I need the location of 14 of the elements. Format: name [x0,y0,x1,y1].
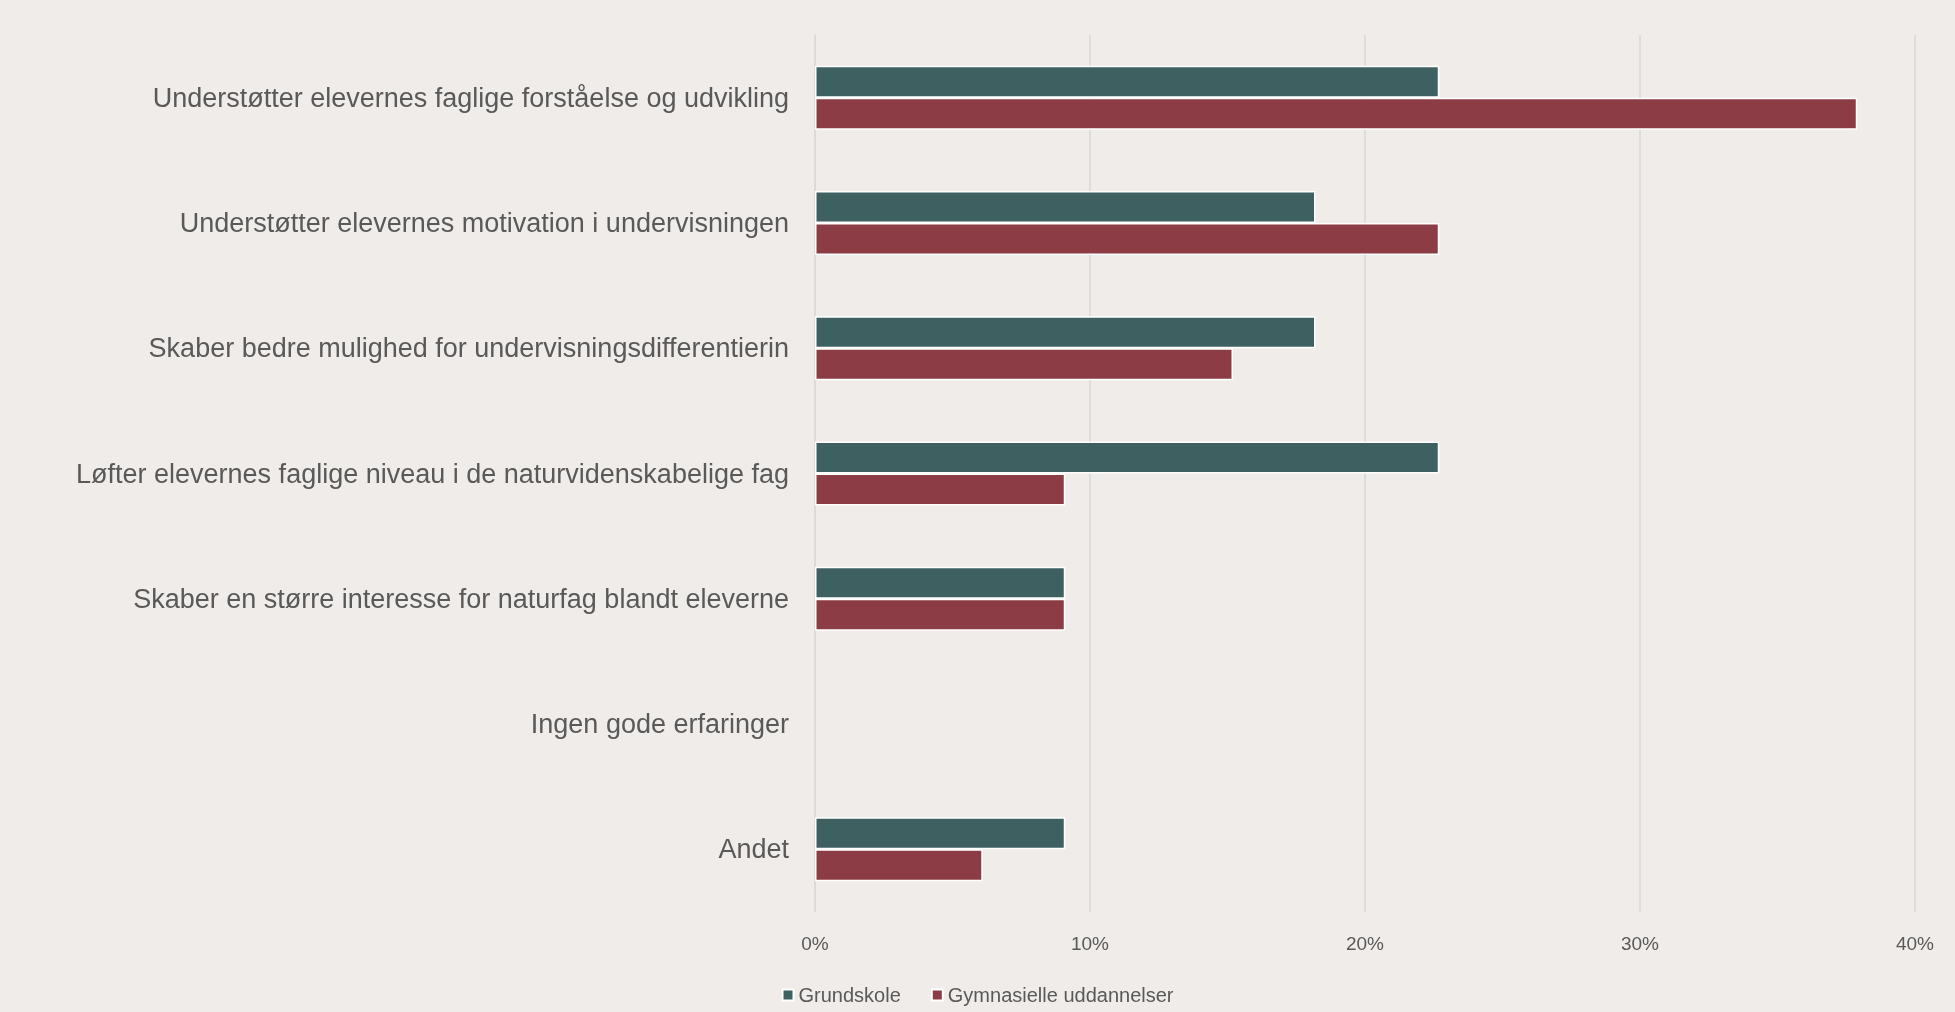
x-tick-label: 0% [801,933,829,954]
legend-label: Grundskole [798,984,901,1006]
x-tick-label: 10% [1070,933,1110,954]
y-tick-label: Skaber bedre mulighed for undervisningsdifferentierin [148,333,789,364]
y-tick-label: Understøtter elevernes faglige forståelse og udvikling [152,82,789,113]
y-tick-label: Løfter elevernes faglige niveau i de naturvidenskabelige fag [76,458,789,489]
y-tick-label: Understøtter elevernes motivation i undervisningen [179,207,789,238]
y-tick-label: Skaber en større interesse for naturfag blandt eleverne [133,583,789,614]
y-tick-label: Andet [718,834,790,865]
legend-label: Gymnasielle uddannelser [947,984,1174,1006]
x-tick-label: 20% [1345,933,1385,954]
x-tick-label: 30% [1620,933,1660,954]
y-tick-label: Ingen gode erfaringer [530,709,790,740]
x-tick-label: 40% [1895,933,1935,954]
